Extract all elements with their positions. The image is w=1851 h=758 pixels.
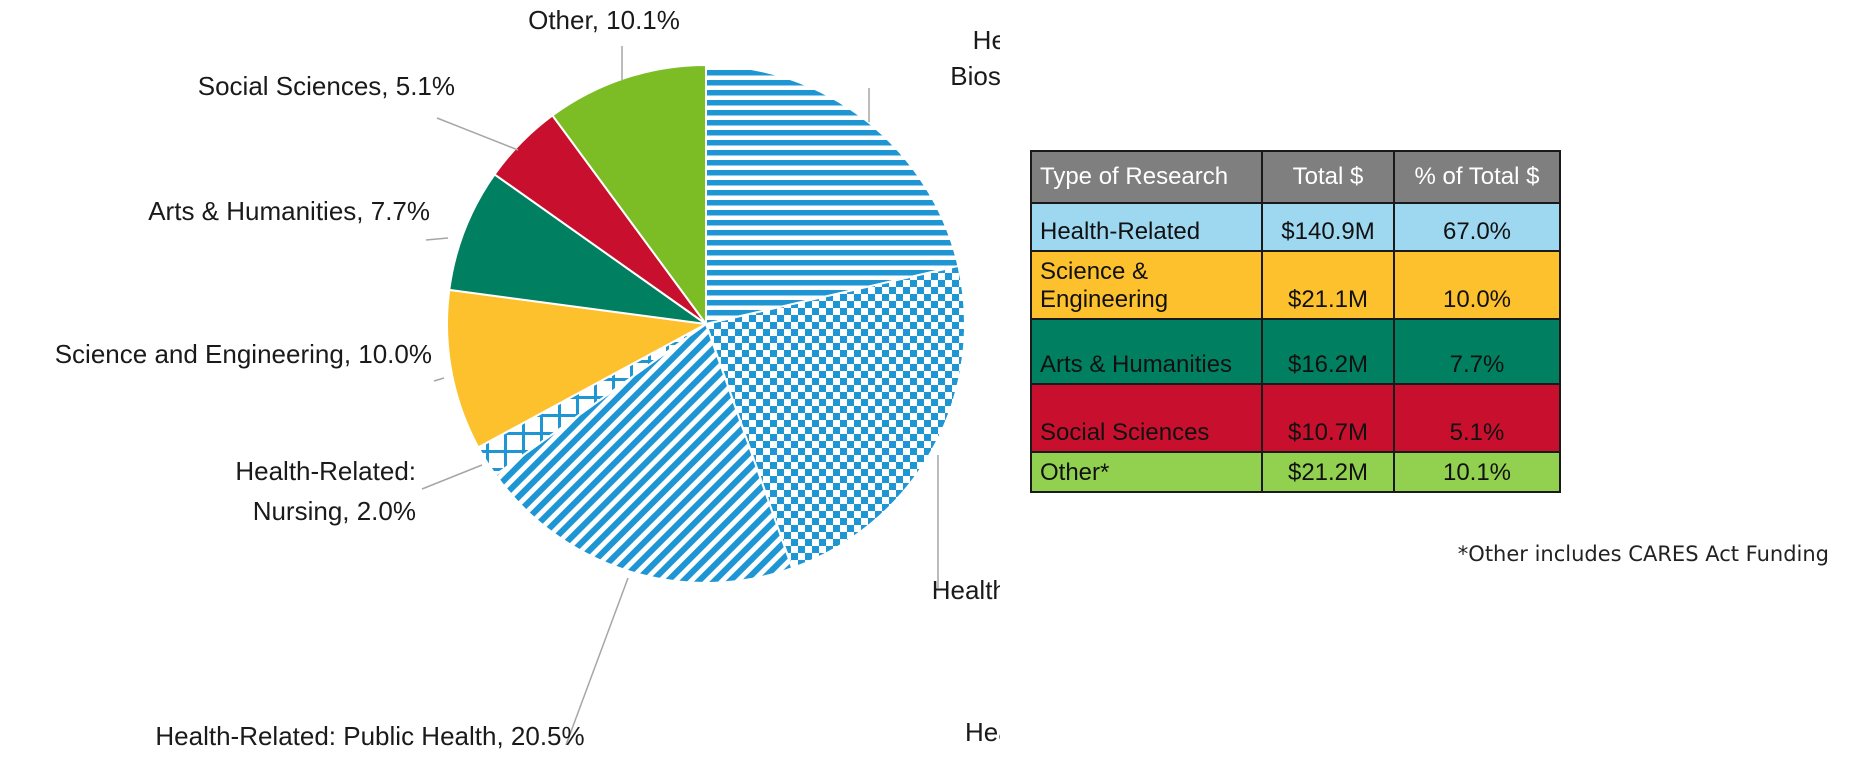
table-row: Social Sciences $10.7M 5.1% [1030, 383, 1561, 453]
pie-slice [448, 173, 707, 325]
table-cell: Other* [1030, 451, 1263, 493]
table-cell: Social Sciences [1030, 383, 1263, 453]
table-row: Science & Engineering $21.1M 10.0% [1030, 250, 1561, 320]
table-header: Type of Research Total $% of Total $ [1030, 150, 1561, 204]
slice-label: Health-Related: Medicine and [932, 575, 1000, 605]
header-cell: % of Total $ [1393, 150, 1561, 204]
header-cell: Total $ [1261, 150, 1395, 204]
table-cell: Health-Related [1030, 202, 1263, 252]
table-cell: $21.1M [1261, 250, 1395, 320]
footnote: *Other includes CARES Act Funding [1457, 542, 1829, 566]
pie-slice [551, 63, 707, 328]
table-cell: $10.7M [1261, 383, 1395, 453]
table-cell: Arts & Humanities [1030, 318, 1263, 385]
table-row: Arts & Humanities $16.2M 7.7% [1030, 318, 1561, 385]
leader-line [433, 377, 445, 382]
chart: Health-Related: Biostatistics, 21.4% Healt… [55, 5, 1000, 751]
table-cell: 5.1% [1393, 383, 1561, 453]
pie-slice [494, 322, 794, 584]
slice-label: Arts & Humanities, 7.7% [148, 196, 430, 226]
table-cell: 10.0% [1393, 250, 1561, 320]
table-cell: 67.0% [1393, 202, 1561, 252]
slice-label: Health-Related: [235, 456, 416, 486]
research-table: Type of Research Total $% of Total $ Healt… [1030, 150, 1561, 493]
slice-label: Social Sciences, 5.1% [198, 71, 455, 101]
slice-label: Health-Related: [973, 25, 1000, 55]
table-cell: $21.2M [1261, 451, 1395, 493]
slice-label: Health Sciences, 23.2% [965, 717, 1000, 747]
slice-label: Science and Engineering, 10.0% [55, 339, 432, 369]
table-cell: Science & Engineering [1030, 250, 1263, 320]
table-cell: 7.7% [1393, 318, 1561, 385]
pie-slice [446, 288, 710, 449]
header-cell: Type of Research [1030, 150, 1263, 204]
table-cell: $140.9M [1261, 202, 1395, 252]
slice-label: Health-Related: Public Health, 20.5% [155, 721, 584, 751]
table-row: Health-Related $140.9M 67.0% [1030, 202, 1561, 252]
pie-slice [705, 63, 960, 326]
table-cell: 10.1% [1393, 451, 1561, 493]
leader-line [421, 464, 483, 490]
slice-label: Other, 10.1% [528, 5, 680, 35]
table-row: Other* $21.2M 10.1% [1030, 451, 1561, 493]
table-cell: $16.2M [1261, 318, 1395, 385]
slice-label: Biostatistics, 21.4% [950, 61, 1000, 91]
leader-line [565, 577, 629, 746]
leader-line [425, 237, 449, 241]
pie-slice [704, 264, 966, 570]
leader-line [436, 117, 519, 151]
slice-label: Nursing, 2.0% [253, 496, 416, 526]
